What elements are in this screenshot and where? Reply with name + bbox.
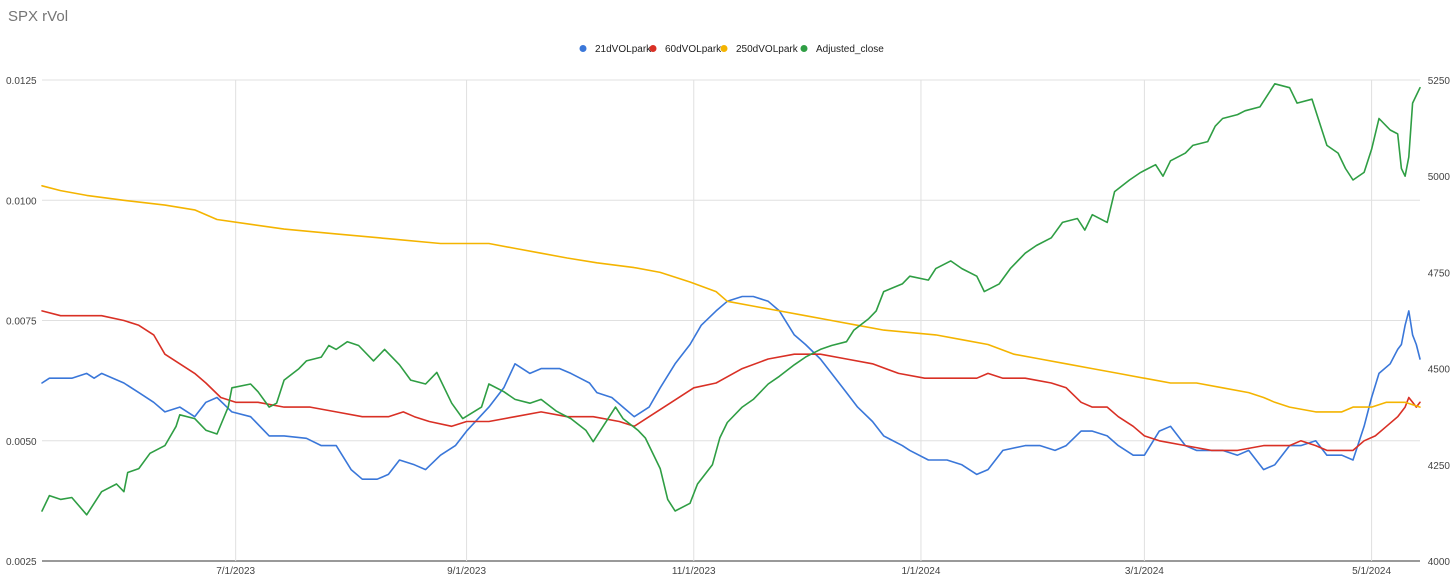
legend-swatch-60dvolpark [649,45,657,52]
chart-title: SPX rVol [8,8,68,25]
right-tick-label: 4000 [1428,557,1451,568]
legend-label-21dvolpark: 21dVOLpark [595,44,652,55]
x-tick-label: 9/1/2023 [447,566,486,577]
right-tick-label: 4500 [1428,365,1451,376]
left-tick-label: 0.0050 [6,437,37,448]
right-tick-label: 5000 [1428,172,1451,183]
right-tick-label: 4750 [1428,268,1451,279]
right-tick-label: 5250 [1428,76,1451,87]
legend-label-adjusted-close: Adjusted_close [816,44,884,55]
x-tick-label: 11/1/2023 [672,566,716,577]
left-tick-label: 0.0100 [6,196,37,207]
series-line-adjusted-close [41,83,1421,516]
left-tick-label: 0.0125 [6,76,37,87]
series-line-250dvolpark [41,185,1421,413]
legend: 21dVOLpark 60dVOLpark 250dVOLpark Adjusted_… [579,44,884,55]
legend-swatch-21dvolpark [579,45,587,52]
legend-swatch-adjusted-close [800,45,808,52]
x-axis: 7/1/2023 9/1/2023 11/1/2023 1/1/2024 3/1/202… [216,566,1391,577]
x-tick-label: 5/1/2024 [1352,566,1391,577]
left-y-axis: 0.0025 0.0050 0.0075 0.0100 0.0125 [6,76,37,568]
right-y-axis: 4000 4250 4500 4750 5000 5250 [1428,76,1451,568]
legend-label-60dvolpark: 60dVOLpark [665,44,722,55]
gridlines [42,79,1420,562]
left-tick-label: 0.0075 [6,317,37,328]
right-tick-label: 4250 [1428,461,1451,472]
series-line-60dvolpark [41,310,1421,452]
series-line-21dvolpark [41,295,1421,480]
legend-swatch-250dvolpark [720,45,728,52]
legend-label-250dvolpark: 250dVOLpark [736,44,799,55]
x-tick-label: 7/1/2023 [216,566,255,577]
left-tick-label: 0.0025 [6,557,37,568]
x-tick-label: 3/1/2024 [1125,566,1164,577]
series-lines [41,83,1421,516]
x-tick-label: 1/1/2024 [901,566,940,577]
